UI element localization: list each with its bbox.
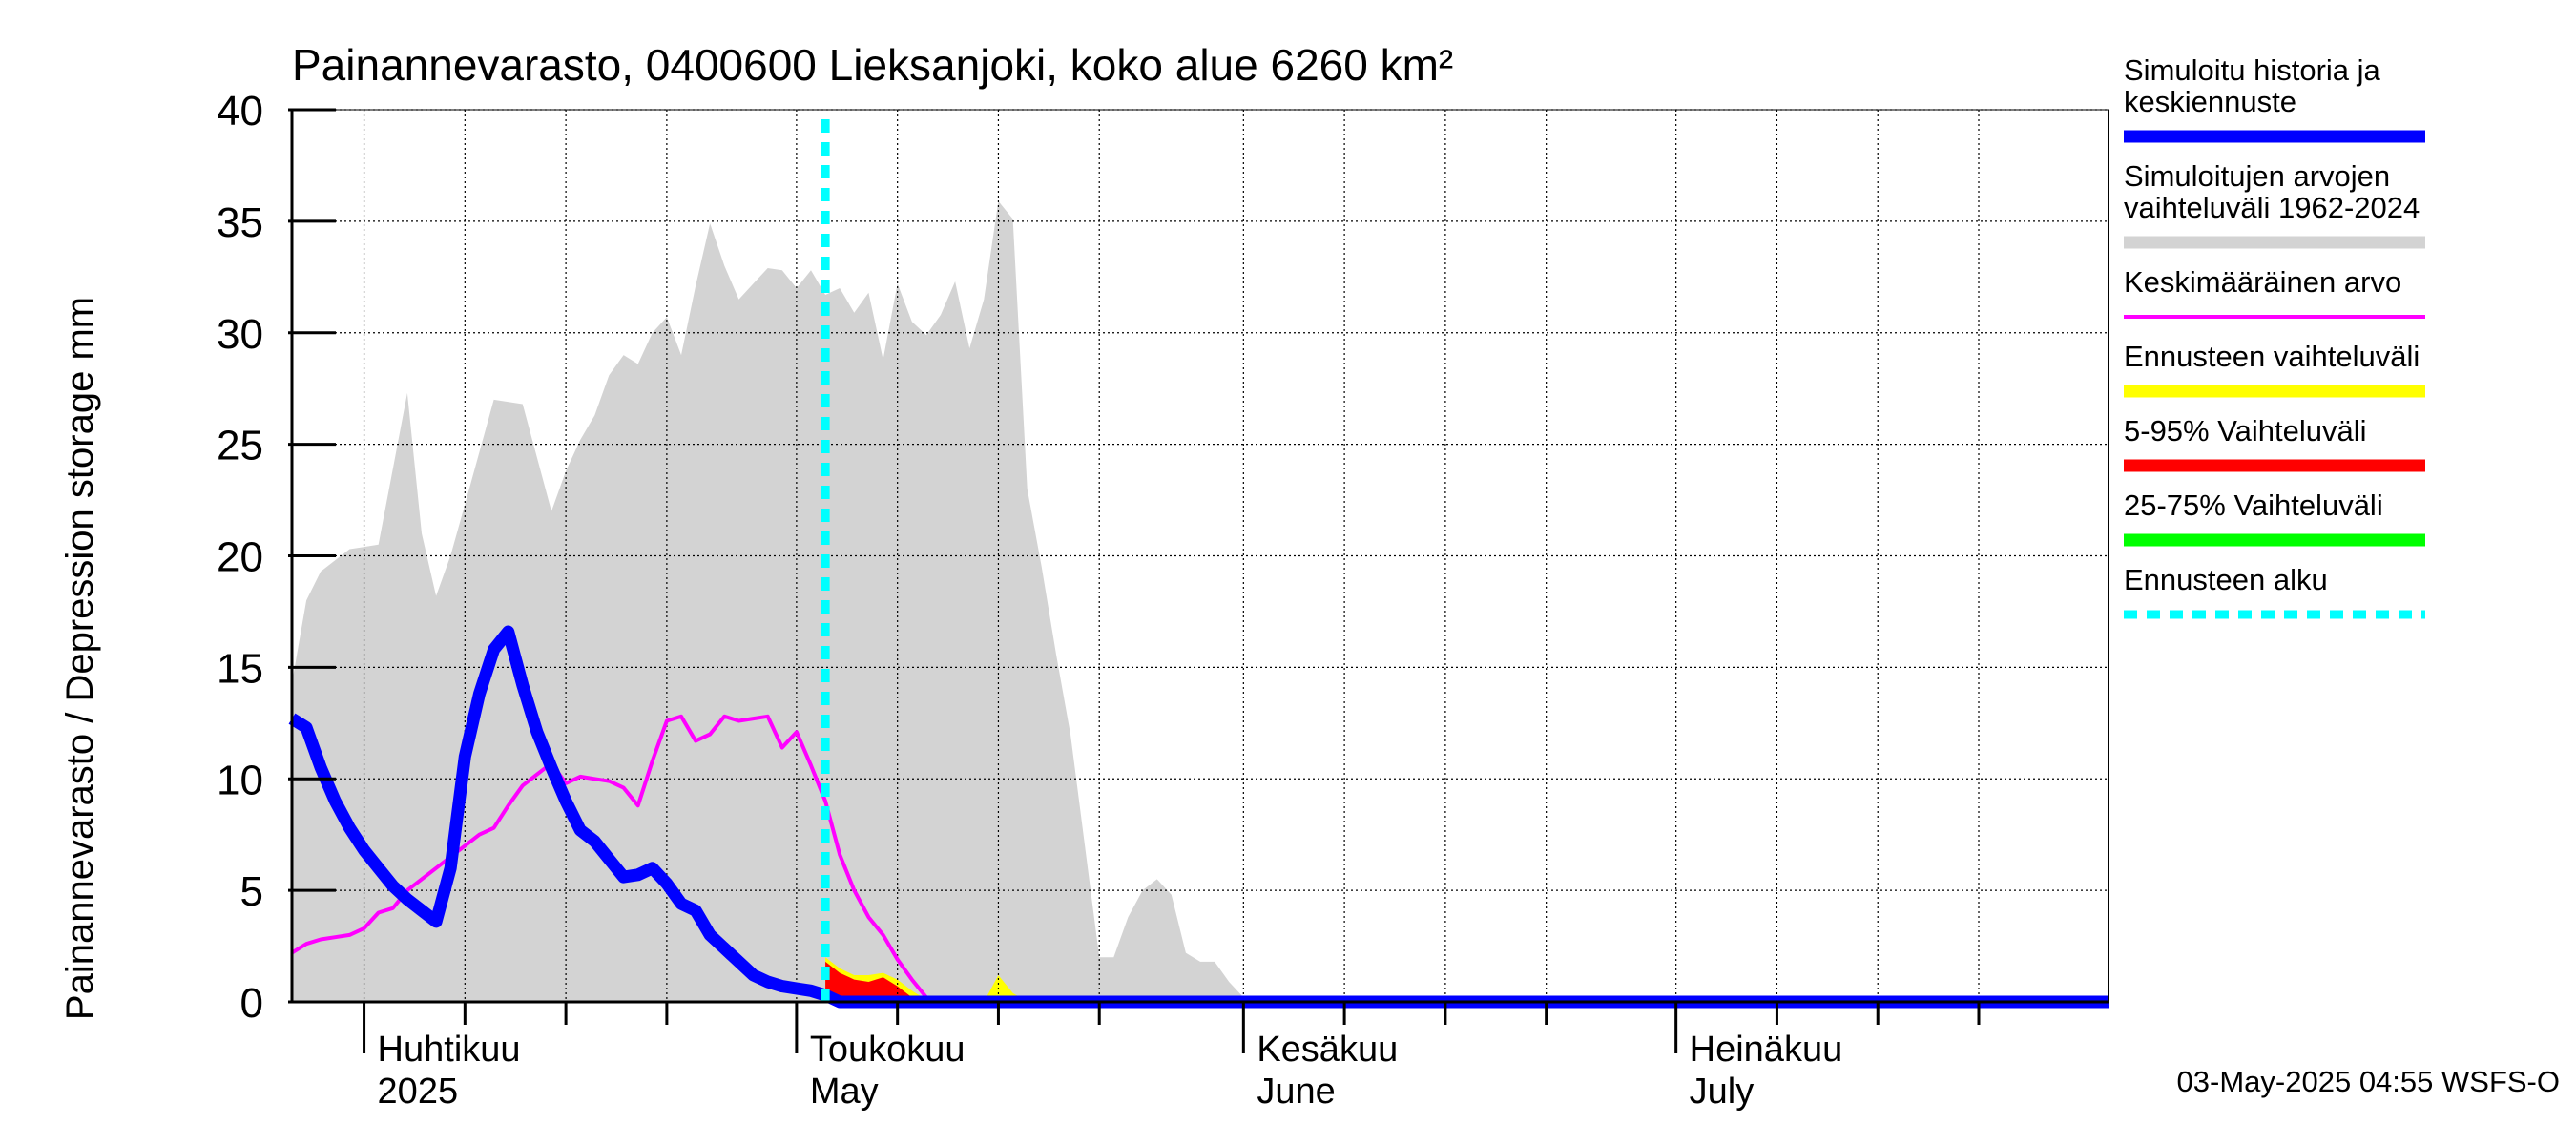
y-tick-label-0: 0 [240, 980, 263, 1027]
y-tick-label-1: 5 [240, 868, 263, 915]
month-label-fi-2: Kesäkuu [1257, 1030, 1398, 1070]
legend-label-6: Ennusteen alku [2124, 563, 2328, 596]
month-label-en-3: July [1690, 1072, 1755, 1112]
y-axis-label: Painannevarasto / Depression storage mm [59, 297, 101, 1020]
month-label-fi-1: Toukokuu [810, 1030, 966, 1070]
legend: Simuloitu historia ja keskiennuste Simuloi… [2124, 53, 2425, 619]
range-band-0 [292, 200, 2109, 1003]
legend-label-5: 25-75% Vaihteluväli [2124, 489, 2383, 522]
legend-label-2: Keskimääräinen arvo [2124, 265, 2401, 299]
y-tick-labels: 0 5 10 15 20 25 30 35 40 [217, 88, 263, 1027]
grid-lines [292, 109, 2109, 1003]
series-line-3 [290, 714, 2109, 1004]
month-label-en-0: 2025 [378, 1072, 459, 1112]
range-bands [292, 200, 2109, 1003]
legend-label-4: 5-95% Vaihteluväli [2124, 414, 2366, 448]
month-label-fi-0: Huhtikuu [378, 1030, 521, 1070]
y-tick-label-2: 10 [217, 757, 263, 803]
range-band-2 [825, 961, 926, 1002]
footer-timestamp: 03-May-2025 04:55 WSFS-O [2177, 1065, 2560, 1098]
y-tick-label-6: 30 [217, 311, 263, 358]
y-tick-label-4: 20 [217, 534, 263, 581]
legend-label-0: Simuloitu historia ja keskiennuste [2124, 53, 2381, 118]
legend-label-3: Ennusteen vaihteluväli [2124, 340, 2420, 373]
y-tick-label-8: 40 [217, 88, 263, 135]
y-tick-label-5: 25 [217, 423, 263, 469]
legend-label-1: Simuloitujen arvojen vaihteluväli 1962-20… [2124, 159, 2420, 224]
y-tick-label-3: 15 [217, 645, 263, 692]
y-tick-label-7: 35 [217, 199, 263, 246]
month-label-en-2: June [1257, 1072, 1335, 1112]
month-label-en-1: May [810, 1072, 879, 1112]
axes [288, 108, 2109, 1053]
month-label-fi-3: Heinäkuu [1690, 1030, 1843, 1070]
chart-title: Painannevarasto, 0400600 Lieksanjoki, ko… [292, 40, 1453, 90]
